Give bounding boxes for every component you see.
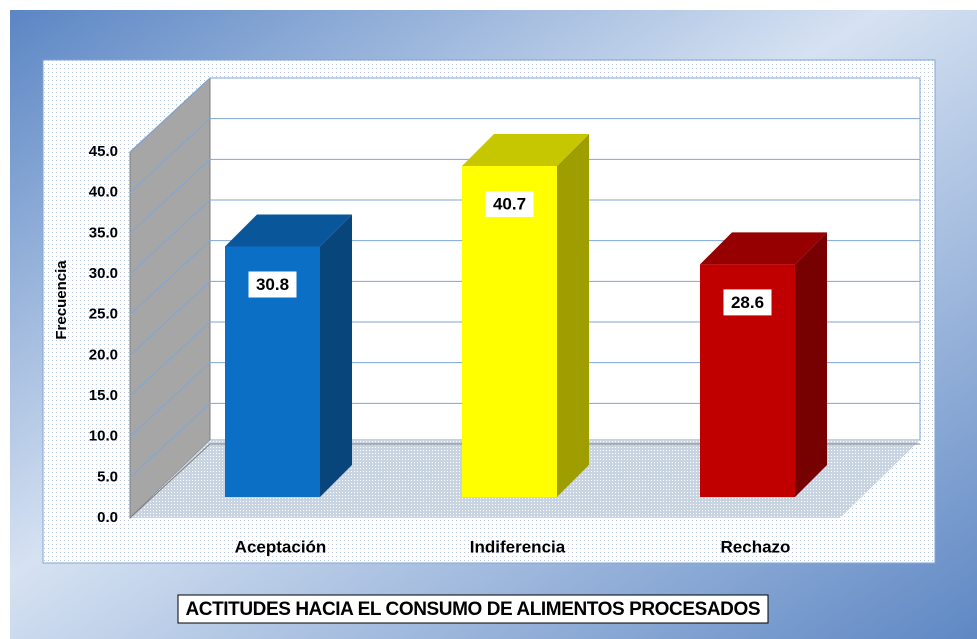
grid-line [129,362,920,438]
grid-line [129,402,920,478]
value-label-box [248,271,297,298]
x-tick-label: Rechazo [721,537,791,556]
x-tick-label: Indiferencia [470,537,566,556]
grid-line [129,443,920,519]
bar-top [700,232,827,265]
bar-front [462,165,557,497]
value-label: 40.7 [493,194,526,213]
bar-top [462,133,589,166]
y-tick-label: 30.0 [89,265,118,282]
y-tick-label: 0.0 [97,509,118,526]
y-tick-label: 5.0 [97,468,118,485]
grid-line [129,158,920,234]
bar [462,133,589,497]
grid-line [129,240,920,316]
y-tick-label: 25.0 [89,306,118,323]
bar-side [795,232,827,498]
y-tick-label: 40.0 [89,184,118,201]
title-box [177,594,769,624]
grid-line [129,118,920,194]
y-tick-label: 20.0 [89,346,118,363]
grid-line [129,199,920,275]
y-tick-label: 10.0 [89,428,118,445]
y-tick-label: 15.0 [89,387,118,404]
value-label: 30.8 [256,275,289,294]
value-label-box [485,190,534,217]
bar-side [557,133,589,497]
grid-line [129,280,920,356]
bar [225,214,352,497]
chart-title: ACTITUDES HACIA EL CONSUMO DE ALIMENTOS … [186,599,761,620]
value-label: 28.6 [731,293,764,312]
x-tick-label: Aceptación [235,537,327,556]
bar [700,232,827,498]
bar-top [225,214,352,247]
value-label-box [723,289,772,316]
y-axis-label: Frecuencia [53,260,70,340]
grid-line [129,77,920,153]
y-tick-label: 45.0 [89,143,118,160]
bar-side [320,214,352,497]
grid-line [129,321,920,397]
y-tick-label: 35.0 [89,224,118,241]
